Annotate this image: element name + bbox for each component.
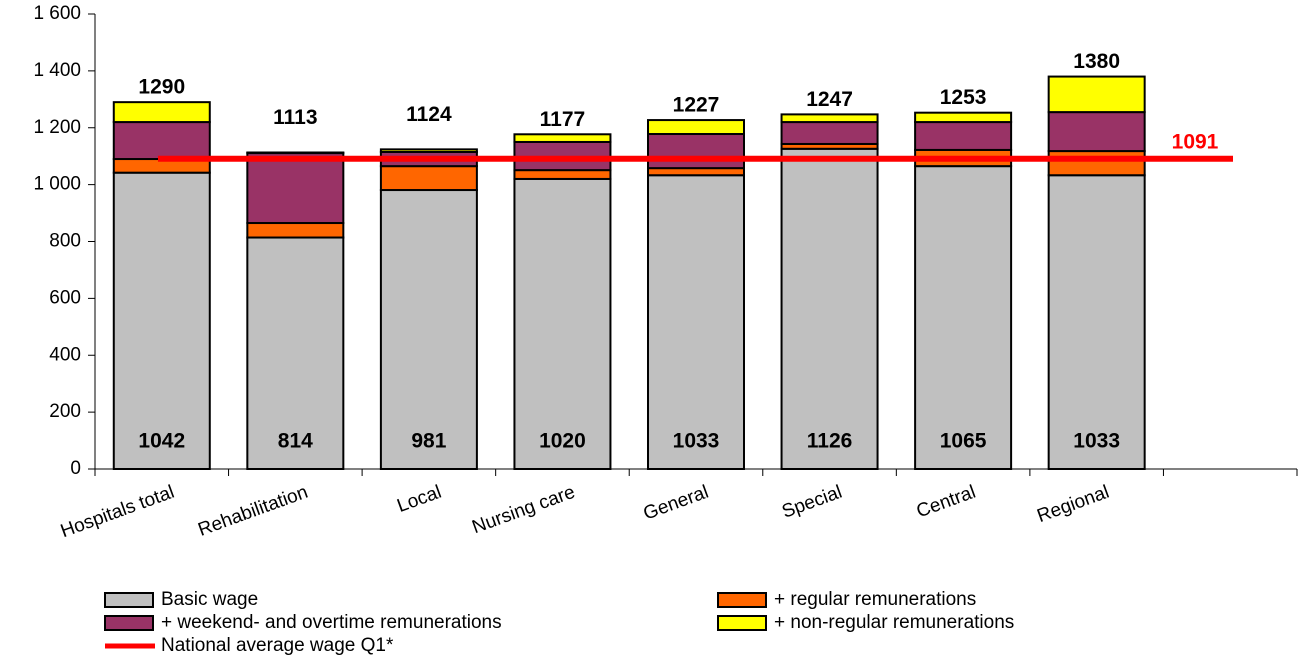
bar-segment bbox=[513, 133, 612, 143]
bar-segment bbox=[513, 177, 612, 470]
legend-label: + non-regular remunerations bbox=[774, 612, 1014, 633]
x-tick-label: General bbox=[641, 482, 712, 525]
legend-label: + weekend- and overtime remunerations bbox=[161, 612, 502, 633]
bar-segment bbox=[1047, 111, 1146, 153]
total-label: 1253 bbox=[940, 86, 987, 109]
legend-swatch bbox=[104, 592, 154, 608]
bar-segment bbox=[379, 165, 478, 192]
bar-segment bbox=[780, 147, 879, 470]
bar-segment bbox=[112, 121, 211, 161]
bar-segment bbox=[780, 121, 879, 145]
basic-label: 1042 bbox=[138, 430, 185, 453]
basic-label: 981 bbox=[411, 430, 446, 453]
y-tick-label: 200 bbox=[49, 401, 81, 422]
bar-segment bbox=[914, 121, 1013, 151]
legend-label: National average wage Q1* bbox=[161, 635, 394, 656]
y-tick-label: 600 bbox=[49, 287, 81, 308]
y-tick-label: 1 200 bbox=[33, 117, 81, 138]
x-tick-label: Hospitals total bbox=[58, 482, 177, 543]
bar-segment bbox=[647, 174, 745, 470]
total-label: 1177 bbox=[540, 108, 586, 131]
total-label: 1124 bbox=[406, 103, 452, 126]
reference-label: 1091 bbox=[1172, 130, 1219, 153]
basic-label: 1126 bbox=[807, 430, 853, 453]
x-tick-label: Special bbox=[779, 482, 845, 523]
y-tick-label: 1 000 bbox=[33, 174, 81, 195]
legend-swatch bbox=[717, 592, 767, 608]
bar-segment bbox=[112, 171, 211, 470]
total-label: 1380 bbox=[1073, 50, 1120, 73]
bar-segment bbox=[112, 101, 211, 124]
y-tick-label: 1 400 bbox=[33, 60, 81, 81]
basic-label: 1065 bbox=[940, 430, 987, 453]
bar-segment bbox=[1047, 75, 1146, 114]
total-label: 1290 bbox=[138, 76, 185, 99]
bar-segment bbox=[1047, 174, 1146, 470]
bar-segment bbox=[246, 151, 345, 155]
x-tick-label: Nursing care bbox=[469, 482, 577, 539]
x-tick-label: Rehabilitation bbox=[195, 482, 310, 541]
bar-segment bbox=[513, 169, 612, 180]
basic-label: 814 bbox=[278, 430, 313, 453]
basic-label: 1020 bbox=[539, 430, 586, 453]
bar-segment bbox=[246, 222, 345, 239]
y-tick-label: 400 bbox=[49, 344, 81, 365]
basic-label: 1033 bbox=[673, 430, 720, 453]
legend-label: + regular remunerations bbox=[774, 589, 976, 610]
bar-segment bbox=[246, 236, 345, 470]
basic-label: 1033 bbox=[1073, 430, 1120, 453]
y-tick-label: 800 bbox=[49, 231, 81, 252]
x-tick-label: Regional bbox=[1034, 482, 1112, 527]
bar-segment bbox=[914, 165, 1013, 470]
legend-swatch bbox=[104, 615, 154, 631]
bar-segment bbox=[647, 133, 745, 170]
bar-segment bbox=[246, 152, 345, 225]
bar-segment bbox=[647, 167, 745, 177]
legend-label: Basic wage bbox=[161, 589, 258, 610]
x-tick-label: Central bbox=[914, 482, 979, 523]
total-label: 1113 bbox=[273, 106, 317, 129]
y-tick-label: 0 bbox=[70, 458, 81, 479]
legend-swatch bbox=[717, 615, 767, 631]
total-label: 1227 bbox=[673, 94, 720, 117]
bar-segment bbox=[379, 148, 478, 153]
bar-segment bbox=[780, 113, 879, 124]
bar-segment bbox=[647, 119, 745, 136]
bar-segment bbox=[914, 111, 1013, 124]
bar-segment bbox=[379, 189, 478, 470]
total-label: 1247 bbox=[806, 88, 853, 111]
x-tick-label: Local bbox=[394, 482, 444, 517]
y-tick-label: 1 600 bbox=[33, 3, 81, 24]
bar-segment bbox=[1047, 150, 1146, 177]
